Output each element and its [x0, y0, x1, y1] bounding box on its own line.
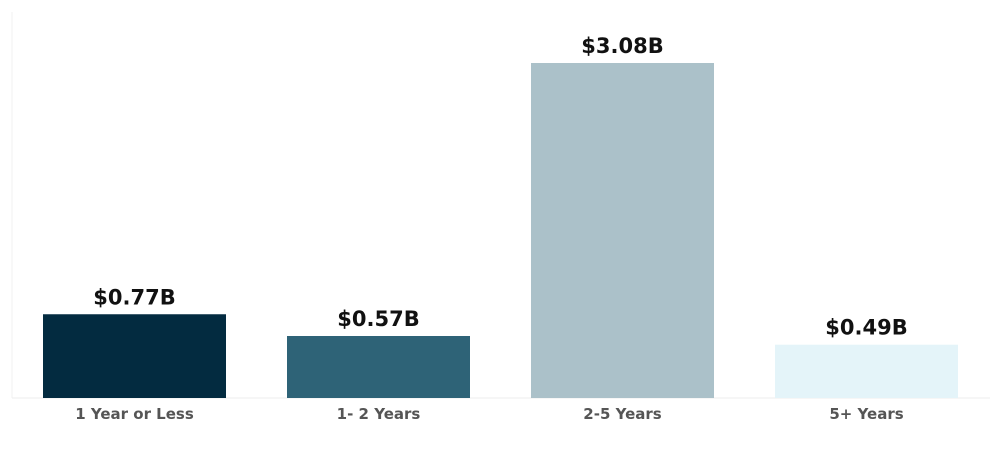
bar-3 [531, 63, 714, 398]
value-label-2: $0.57B [337, 307, 419, 331]
value-labels-group: $0.77B $0.57B $3.08B $0.49B [93, 34, 907, 340]
value-label-3: $3.08B [581, 34, 663, 58]
value-label-1: $0.77B [93, 285, 175, 309]
value-label-4: $0.49B [825, 316, 907, 340]
category-labels-group: 1 Year or Less 1- 2 Years 2-5 Years 5+ Year… [75, 405, 904, 423]
category-label-1: 1 Year or Less [75, 405, 194, 423]
category-label-2: 1- 2 Years [337, 405, 421, 423]
bar-1 [43, 314, 226, 398]
bars-group [43, 63, 958, 398]
bar-4 [775, 344, 958, 398]
category-label-3: 2-5 Years [583, 405, 661, 423]
category-label-4: 5+ Years [829, 405, 903, 423]
bar-2 [287, 336, 470, 398]
